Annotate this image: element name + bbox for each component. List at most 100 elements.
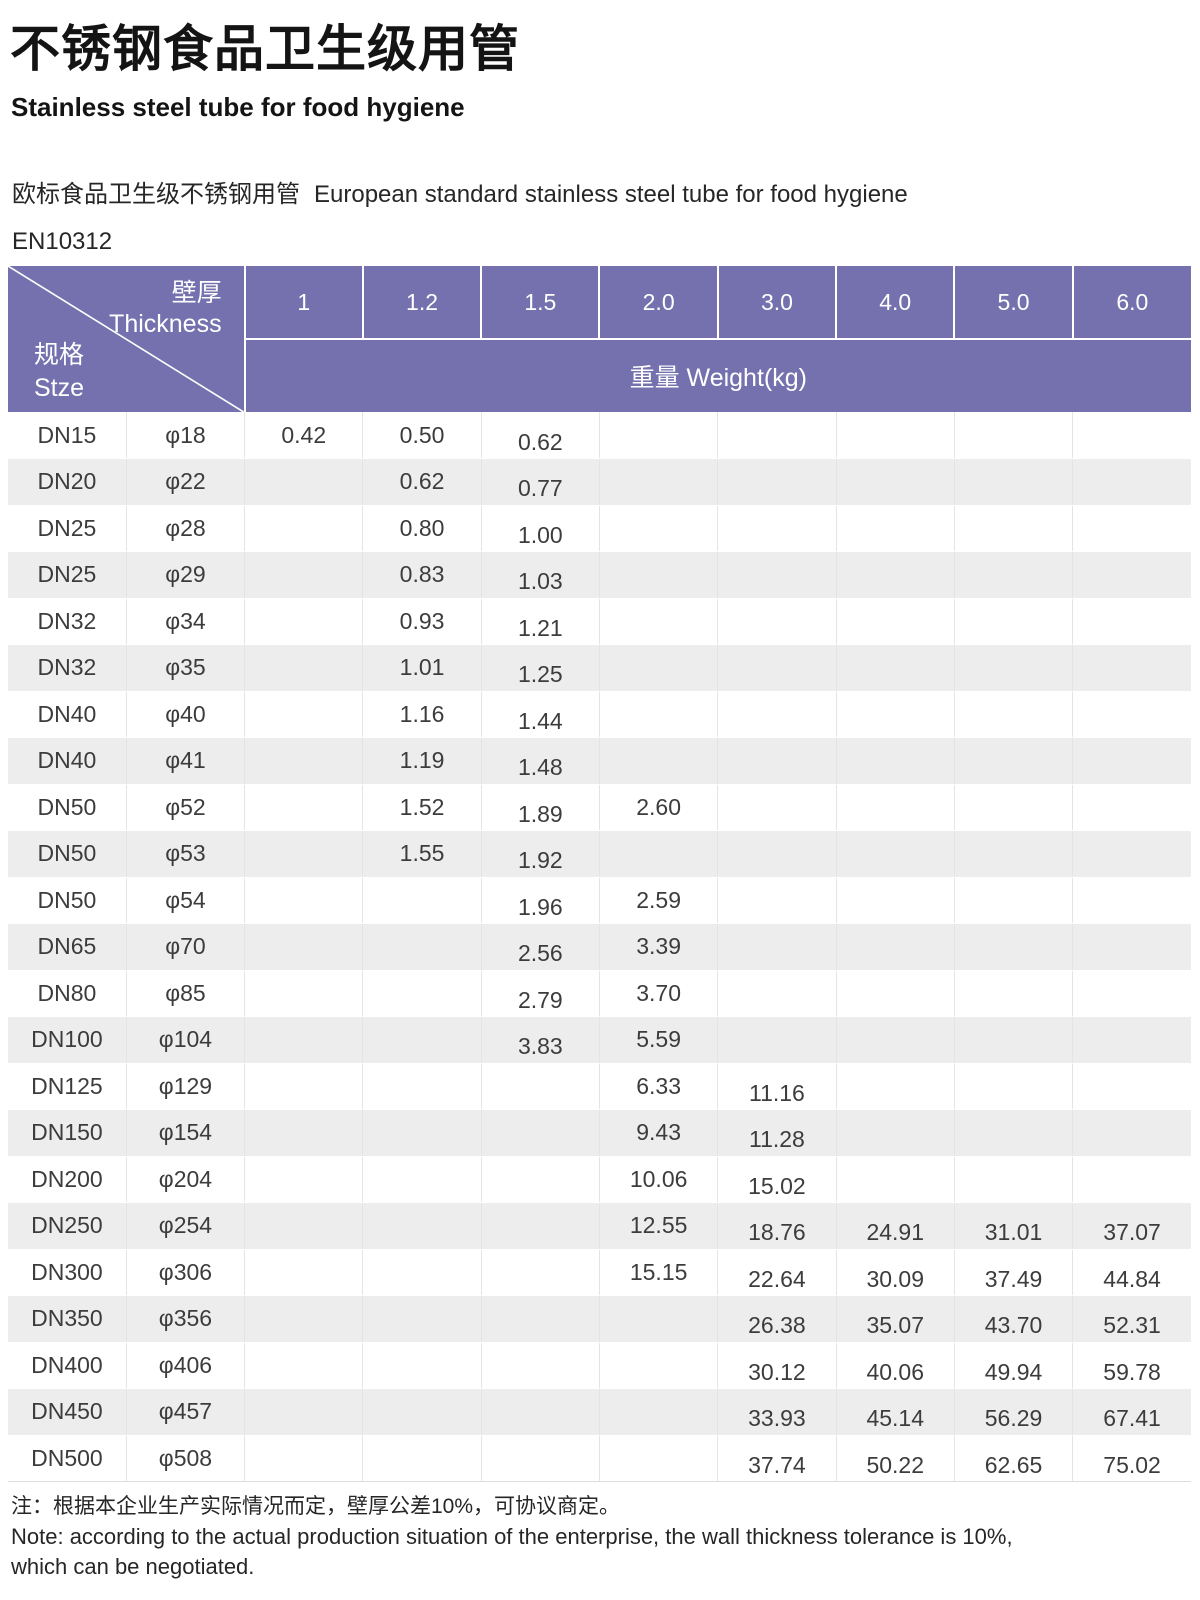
- weight-cell-1.2: [362, 1016, 482, 1064]
- size-dn-cell: DN50: [8, 877, 127, 924]
- weight-cell-1: [244, 784, 364, 831]
- weight-cell-1: [244, 923, 364, 971]
- intro-line: 欧标食品卫生级不锈钢用管 European standard stainless …: [12, 174, 908, 209]
- weight-cell-5.0: [954, 1109, 1074, 1157]
- weight-cell-5.0: 49.94: [954, 1342, 1074, 1389]
- corner-size-en: Stze: [34, 374, 85, 402]
- corner-thickness-zh: 壁厚: [171, 279, 222, 307]
- weight-cell-6.0: [1072, 551, 1191, 599]
- weight-cell-1: [244, 551, 364, 599]
- weight-cell-6.0: 44.84: [1072, 1249, 1191, 1296]
- weight-cell-1: [244, 830, 364, 878]
- intro-en: European standard stainless steel tube f…: [314, 181, 908, 208]
- weight-cell-1.5: 0.62: [481, 412, 600, 459]
- weight-cell-2.0: [599, 691, 719, 738]
- diameter-cell: φ204: [126, 1156, 246, 1203]
- table-row-dn40-d40: DN40 φ40 1.16 1.44: [8, 691, 1191, 738]
- size-dn-cell: DN100: [8, 1016, 127, 1064]
- weight-cell-6.0: 52.31: [1072, 1295, 1191, 1343]
- weight-cell-6.0: [1072, 1016, 1191, 1064]
- weight-cell-6.0: 37.07: [1072, 1202, 1191, 1250]
- weight-cell-1: 0.42: [244, 412, 364, 459]
- weight-cell-3.0: [717, 923, 837, 971]
- diagonal-divider-line: [8, 266, 244, 412]
- weight-cell-6.0: [1072, 1063, 1191, 1110]
- size-dn-cell: DN500: [8, 1435, 127, 1482]
- weight-cell-4.0: 30.09: [836, 1249, 955, 1296]
- table-row-dn300-d306: DN300 φ306 15.15 22.64 30.09 37.49 44.84: [8, 1249, 1191, 1296]
- weight-cell-4.0: 50.22: [836, 1435, 955, 1482]
- weight-cell-1.2: 1.55: [362, 830, 482, 878]
- size-dn-cell: DN350: [8, 1295, 127, 1343]
- table-row-dn25-d29: DN25 φ29 0.83 1.03: [8, 551, 1191, 599]
- table-row-dn15-d18: DN15 φ18 0.42 0.50 0.62: [8, 412, 1191, 459]
- size-dn-cell: DN125: [8, 1063, 127, 1110]
- diameter-cell: φ34: [126, 598, 246, 645]
- weight-cell-5.0: [954, 1016, 1074, 1064]
- diameter-cell: φ52: [126, 784, 246, 831]
- weight-cell-1: [244, 737, 364, 785]
- weight-cell-2.0: [599, 1388, 719, 1436]
- weight-cell-4.0: 35.07: [836, 1295, 955, 1343]
- weight-cell-1: [244, 598, 364, 645]
- size-dn-cell: DN300: [8, 1249, 127, 1296]
- weight-cell-1.5: 2.79: [481, 970, 600, 1017]
- weight-cell-1.2: [362, 1063, 482, 1110]
- weight-cell-3.0: 11.16: [717, 1063, 837, 1110]
- weight-cell-3.0: 26.38: [717, 1295, 837, 1343]
- weight-cell-3.0: 15.02: [717, 1156, 837, 1203]
- weight-cell-1.2: 0.62: [362, 458, 482, 506]
- table-row-dn450-d457: DN450 φ457 33.93 45.14 56.29 67.41: [8, 1388, 1191, 1436]
- weight-cell-1.5: [481, 1249, 600, 1296]
- weight-cell-6.0: [1072, 1156, 1191, 1203]
- weight-cell-2.0: 3.70: [599, 970, 719, 1017]
- weight-cell-1: [244, 1435, 364, 1482]
- table-row-dn250-d254: DN250 φ254 12.55 18.76 24.91 31.01 37.07: [8, 1202, 1191, 1250]
- weight-cell-2.0: [599, 551, 719, 599]
- table-row-dn400-d406: DN400 φ406 30.12 40.06 49.94 59.78: [8, 1342, 1191, 1389]
- weight-cell-1.2: [362, 970, 482, 1017]
- weight-cell-1.2: [362, 1388, 482, 1436]
- weight-cell-1: [244, 1016, 364, 1064]
- weight-cell-5.0: [954, 458, 1074, 506]
- weight-cell-6.0: [1072, 737, 1191, 785]
- weight-cell-1.2: 1.16: [362, 691, 482, 738]
- weight-cell-1: [244, 1063, 364, 1110]
- weight-cell-2.0: 9.43: [599, 1109, 719, 1157]
- weight-cell-3.0: [717, 598, 837, 645]
- weight-cell-1.2: [362, 1202, 482, 1250]
- weight-cell-5.0: [954, 505, 1074, 552]
- weight-cell-6.0: [1072, 691, 1191, 738]
- weight-cell-5.0: 37.49: [954, 1249, 1074, 1296]
- weight-cell-1.5: 1.21: [481, 598, 600, 645]
- thickness-header-row: 壁厚 Thickness 规格 Stze 1 1.2 1.5 2.0 3.0 4.0 5.0…: [8, 266, 1191, 412]
- weight-cell-2.0: 15.15: [599, 1249, 719, 1296]
- weight-cell-1.2: 1.19: [362, 737, 482, 785]
- weight-header-row: 重量 Weight(kg): [8, 338, 1191, 412]
- weight-cell-2.0: [599, 830, 719, 878]
- diameter-cell: φ54: [126, 877, 246, 924]
- size-dn-cell: DN50: [8, 830, 127, 878]
- table-row-dn50-d54: DN50 φ54 1.96 2.59: [8, 877, 1191, 924]
- diameter-cell: φ306: [126, 1249, 246, 1296]
- weight-cell-3.0: [717, 551, 837, 599]
- weight-cell-5.0: [954, 784, 1074, 831]
- weight-cell-4.0: [836, 458, 955, 506]
- diameter-cell: φ104: [126, 1016, 246, 1064]
- weight-cell-4.0: [836, 691, 955, 738]
- weight-cell-3.0: 18.76: [717, 1202, 837, 1250]
- weight-cell-3.0: [717, 691, 837, 738]
- weight-cell-3.0: [717, 877, 837, 924]
- weight-cell-1: [244, 970, 364, 1017]
- weight-cell-4.0: [836, 551, 955, 599]
- weight-table: 壁厚 Thickness 规格 Stze 1 1.2 1.5 2.0 3.0 4.0 5.0…: [8, 266, 1191, 1482]
- weight-cell-3.0: [717, 644, 837, 692]
- weight-cell-4.0: [836, 598, 955, 645]
- size-dn-cell: DN150: [8, 1109, 127, 1157]
- weight-cell-1: [244, 691, 364, 738]
- weight-cell-2.0: [599, 737, 719, 785]
- weight-cell-2.0: 6.33: [599, 1063, 719, 1110]
- weight-cell-1.5: [481, 1388, 600, 1436]
- weight-cell-3.0: [717, 1016, 837, 1064]
- weight-cell-4.0: 45.14: [836, 1388, 955, 1436]
